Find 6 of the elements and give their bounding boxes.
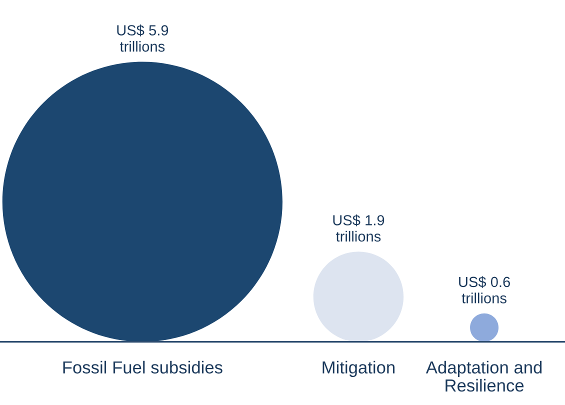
data-label: US$ 1.9 trillions: [333, 214, 384, 242]
data-label: US$ 5.9 trillions: [117, 24, 168, 52]
category-label: Fossil Fuel subsidies: [63, 360, 222, 374]
category-label: Adaptation and Resilience: [426, 360, 542, 392]
data-label: US$ 0.6 trillions: [459, 276, 510, 304]
category-label: Mitigation: [322, 360, 394, 378]
